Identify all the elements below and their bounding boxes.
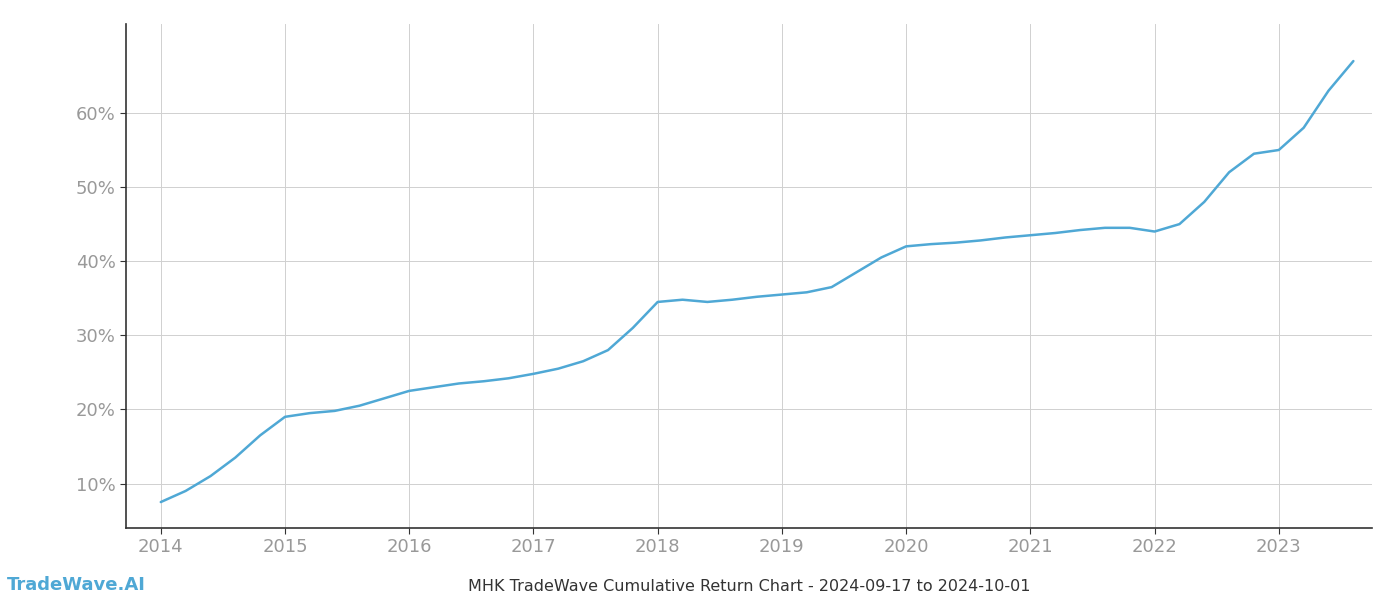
Text: MHK TradeWave Cumulative Return Chart - 2024-09-17 to 2024-10-01: MHK TradeWave Cumulative Return Chart - … [468, 579, 1030, 594]
Text: TradeWave.AI: TradeWave.AI [7, 576, 146, 594]
